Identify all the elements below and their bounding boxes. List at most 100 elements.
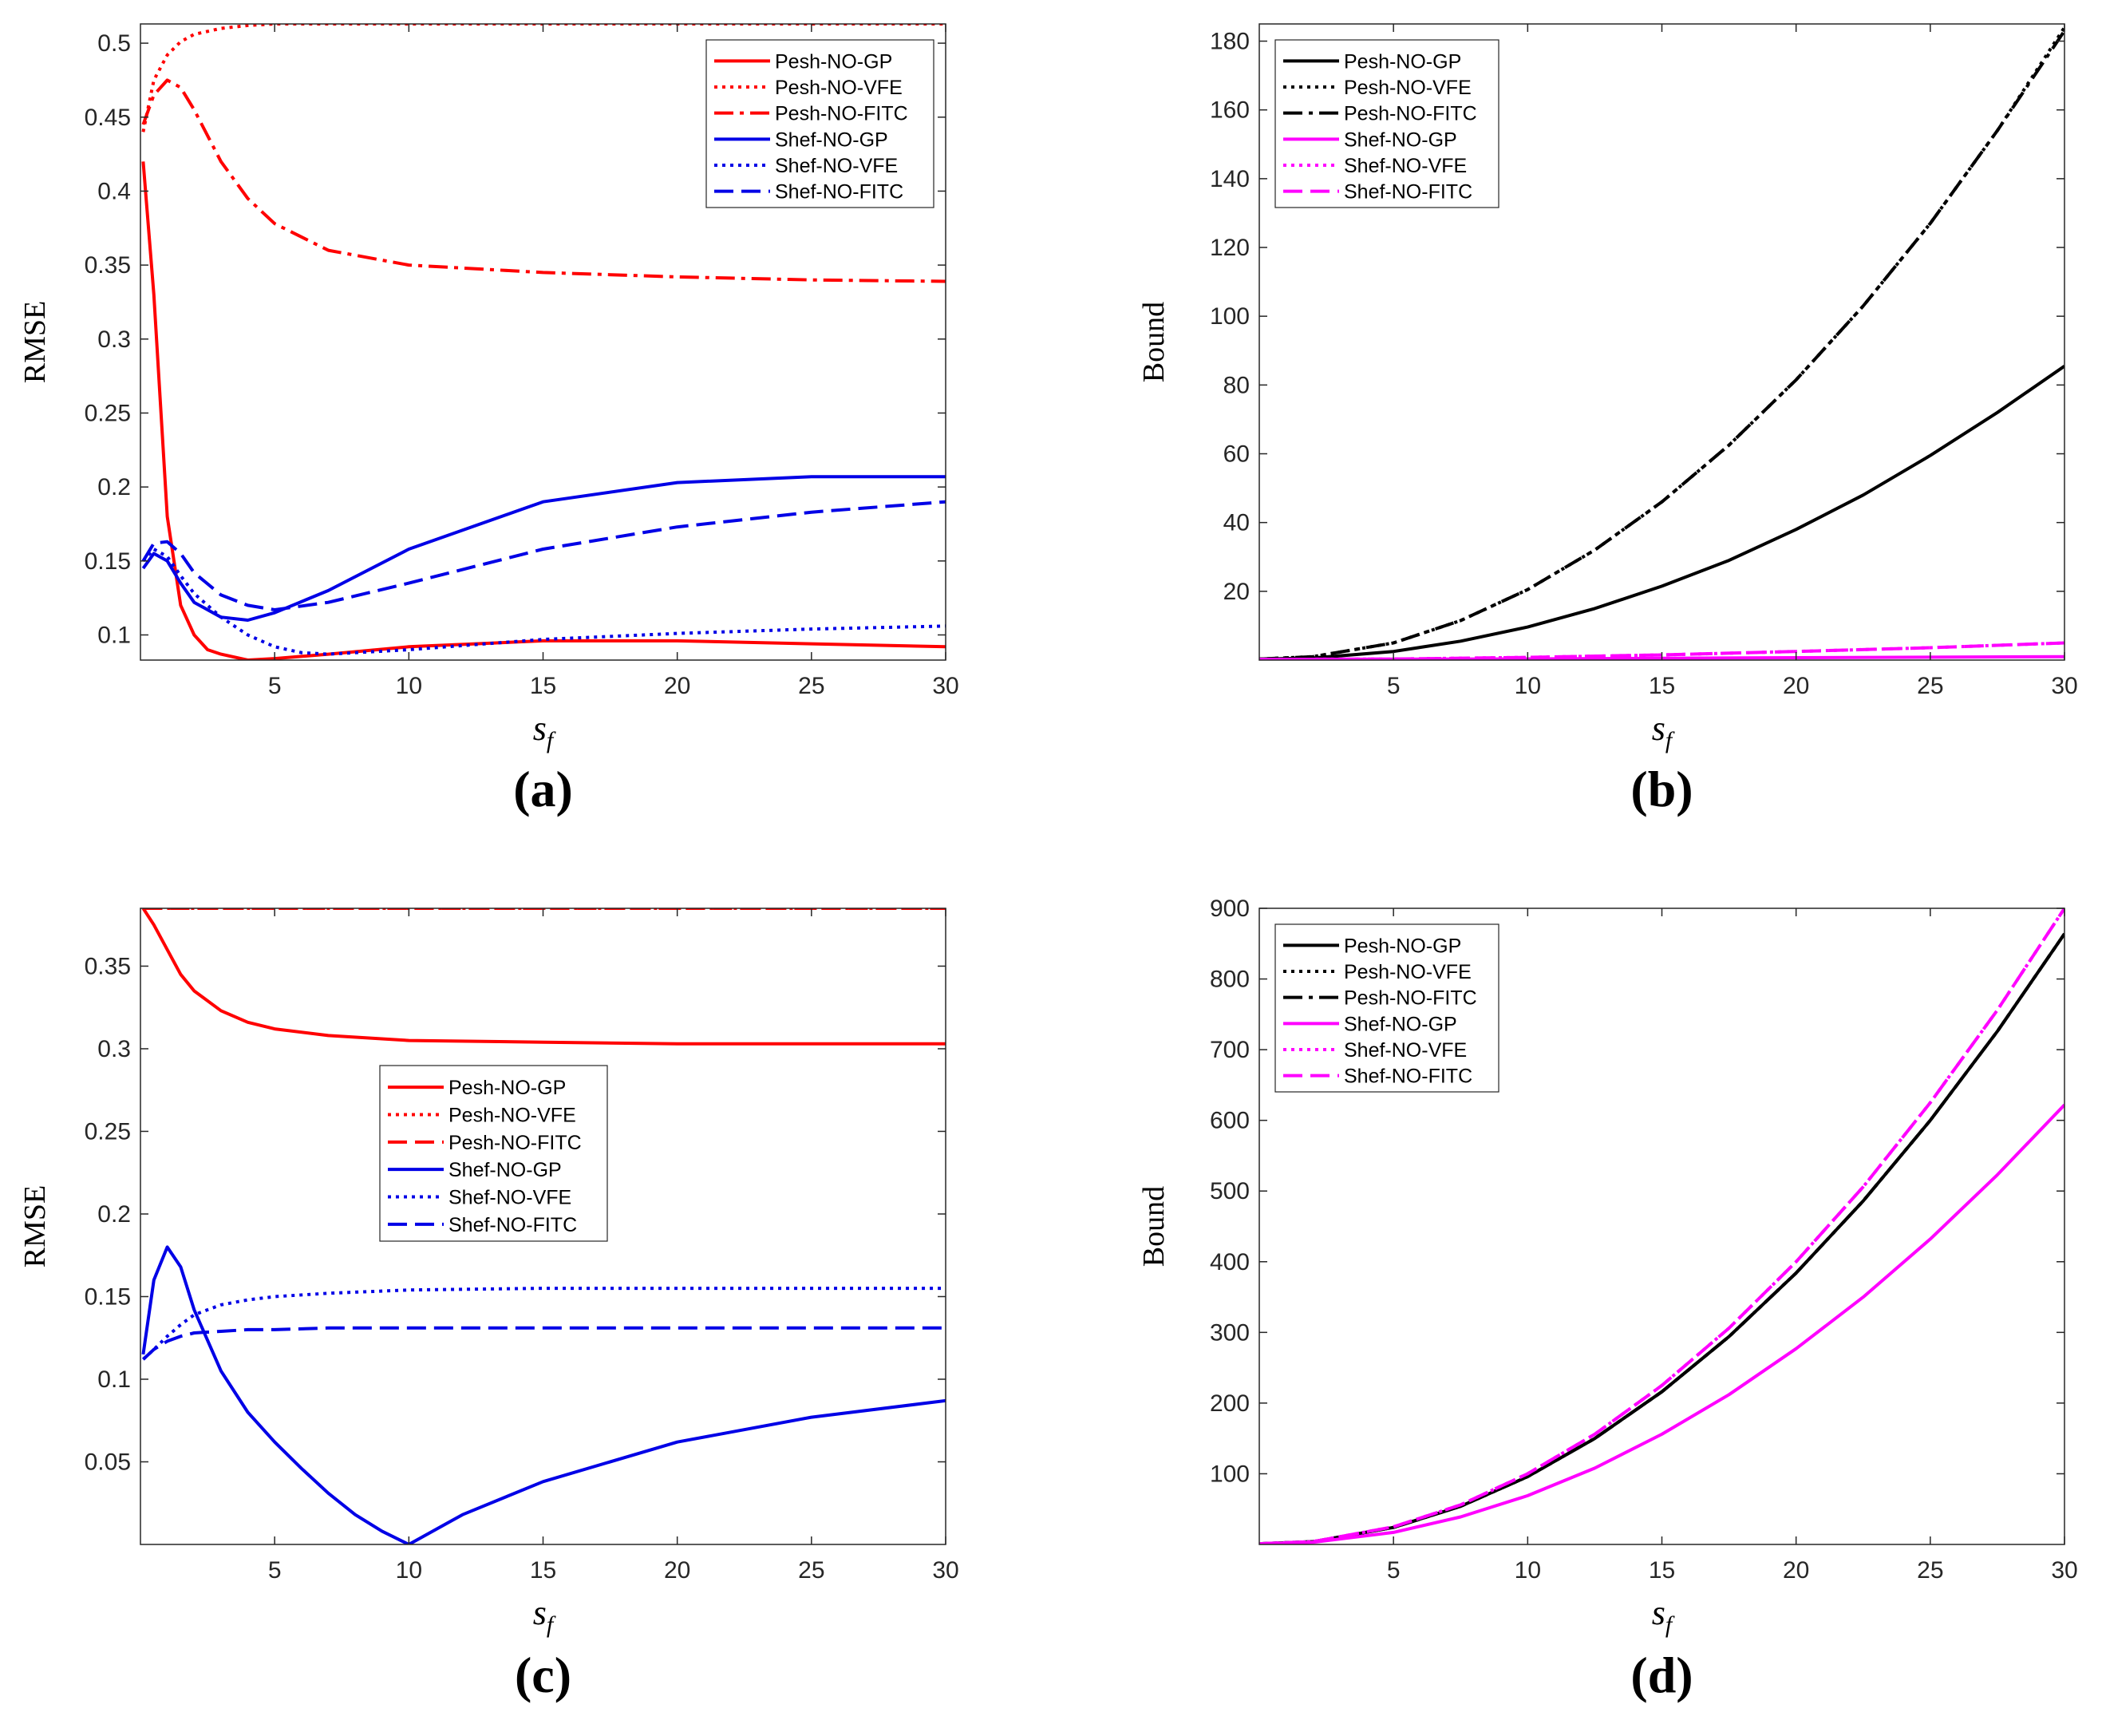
y-tick-label: 0.35: [85, 252, 131, 279]
x-tick-label: 15: [1649, 673, 1675, 699]
legend: Pesh-NO-GP Pesh-NO-VFE Pesh-NO-FITC Shef-NO…: [1274, 39, 1499, 208]
y-tick-label: 160: [1210, 97, 1250, 124]
legend-entry: Shef-NO-GP: [775, 129, 888, 151]
y-tick-label: 0.2: [97, 1201, 131, 1228]
legend-entry: Shef-NO-GP: [448, 1159, 562, 1181]
legend-entry: Pesh-NO-GP: [1344, 935, 1461, 957]
x-tick-label: 5: [268, 673, 282, 699]
series-line-pesh-no-fitc: [1259, 30, 2064, 660]
y-tick-label: 180: [1210, 29, 1250, 55]
series-line-shef-no-vfe: [1259, 641, 2064, 660]
series-group: [1259, 908, 2064, 1544]
y-tick-label: 0.45: [85, 105, 131, 131]
x-tick-label: 15: [530, 1557, 556, 1584]
legend-entry: Pesh-NO-GP: [448, 1077, 566, 1099]
x-tick-label: 30: [2051, 1557, 2077, 1584]
y-tick-label: 800: [1210, 967, 1250, 993]
y-tick-label: 0.15: [85, 548, 131, 575]
y-tick-label: 0.2: [97, 474, 131, 500]
legend-entry: Pesh-NO-VFE: [1344, 961, 1472, 983]
series-line-shef-no-vfe: [141, 548, 946, 656]
series-line-shef-no-fitc: [141, 500, 946, 611]
x-axis-label: sf: [1652, 709, 1675, 753]
legend-entry: Shef-NO-VFE: [448, 1187, 571, 1209]
x-axis-label: sf: [1652, 1593, 1675, 1638]
x-tick-label: 30: [2051, 673, 2077, 699]
x-tick-label: 10: [1515, 1557, 1541, 1584]
legend-entry: Shef-NO-GP: [1344, 1013, 1457, 1035]
y-tick-label: 0.1: [97, 1366, 131, 1393]
legend: Pesh-NO-GP Pesh-NO-VFE Pesh-NO-FITC Shef-NO…: [705, 39, 934, 208]
y-tick-label: 600: [1210, 1108, 1250, 1134]
y-tick-label: 0.3: [97, 326, 131, 353]
panel-label: (d): [1630, 1647, 1693, 1703]
x-tick-label: 25: [798, 673, 824, 699]
y-tick-label: 20: [1223, 579, 1250, 605]
series-group: [141, 24, 946, 660]
legend-entry: Shef-NO-VFE: [1344, 155, 1467, 177]
x-tick-label: 10: [396, 673, 422, 699]
legend-box: [1274, 923, 1499, 1093]
y-tick-label: 300: [1210, 1319, 1250, 1346]
x-tick-label: 20: [1783, 1557, 1809, 1584]
panel-label: (c): [515, 1647, 571, 1703]
x-tick-label: 20: [664, 1557, 690, 1584]
series-line-pesh-no-fitc: [141, 78, 946, 283]
legend-entry: Pesh-NO-FITC: [775, 103, 908, 125]
x-tick-label: 20: [1783, 673, 1809, 699]
series-line-shef-no-fitc: [142, 1326, 946, 1361]
legend-entry: Pesh-NO-FITC: [1344, 103, 1477, 125]
legend-box: [1274, 39, 1499, 208]
y-tick-label: 80: [1223, 372, 1250, 398]
legend-box: [379, 1065, 608, 1242]
legend-entry: Pesh-NO-GP: [1344, 50, 1461, 73]
y-tick-label: 0.25: [85, 400, 131, 426]
legend-entry: Shef-NO-GP: [1344, 129, 1457, 151]
series-group: [141, 908, 946, 1544]
legend-entry: Pesh-NO-GP: [775, 50, 892, 73]
legend-entry: Pesh-NO-VFE: [775, 77, 903, 99]
y-axis-label: RMSE: [18, 301, 52, 383]
panel-label: (a): [513, 761, 573, 817]
x-tick-label: 10: [1515, 673, 1541, 699]
series-line-shef-no-gp: [1259, 1103, 2064, 1544]
legend-entry: Shef-NO-FITC: [1344, 181, 1472, 204]
legend-entry: Shef-NO-VFE: [1344, 1039, 1467, 1062]
y-tick-label: 120: [1210, 235, 1250, 261]
y-axis-label: Bound: [1137, 302, 1171, 382]
legend-entry: Shef-NO-FITC: [1344, 1066, 1472, 1088]
y-tick-label: 60: [1223, 441, 1250, 468]
chart-panel-d: 5 10 15 20 25 30 100 200 300 400 500 600 700 800 900 sf…: [1137, 896, 2078, 1703]
series-line-pesh-no-gp: [141, 161, 946, 660]
x-tick-label: 25: [1917, 673, 1943, 699]
y-tick-label: 40: [1223, 510, 1250, 536]
x-tick-label: 5: [1387, 673, 1401, 699]
y-tick-label: 0.3: [97, 1036, 131, 1062]
y-tick-label: 0.35: [85, 953, 131, 979]
y-tick-label: 100: [1210, 303, 1250, 330]
series-line-shef-no-gp: [141, 475, 946, 622]
chart-panel-b: 5 10 15 20 25 30 20 40 60 80 100 120 140 160 180 sf Boun…: [1137, 23, 2078, 817]
y-axis-label: RMSE: [18, 1185, 52, 1267]
x-tick-label: 30: [932, 1557, 958, 1584]
legend-entry: Shef-NO-VFE: [775, 155, 898, 177]
y-axis-label: Bound: [1137, 1186, 1171, 1267]
series-line-shef-no-fitc: [1259, 908, 2064, 1544]
chart-panel-c: 5 10 15 20 25 30 0.05 0.1 0.15 0.2 0.25 0.3 0.35 sf RM…: [18, 908, 959, 1703]
series-line-shef-no-vfe: [142, 1287, 946, 1361]
series-line-pesh-no-gp: [1259, 365, 2064, 660]
x-tick-label: 15: [530, 673, 556, 699]
y-tick-label: 900: [1210, 896, 1250, 922]
x-tick-label: 25: [1917, 1557, 1943, 1584]
y-tick-label: 700: [1210, 1037, 1250, 1063]
y-tick-label: 0.05: [85, 1449, 131, 1475]
y-tick-label: 500: [1210, 1178, 1250, 1204]
series-line-pesh-no-fitc: [1259, 932, 2064, 1544]
x-tick-label: 30: [932, 673, 958, 699]
x-tick-label: 15: [1649, 1557, 1675, 1584]
y-tick-label: 0.1: [97, 622, 131, 648]
legend-entry: Pesh-NO-VFE: [1344, 77, 1472, 99]
y-tick-label: 100: [1210, 1461, 1250, 1487]
y-tick-label: 400: [1210, 1249, 1250, 1275]
